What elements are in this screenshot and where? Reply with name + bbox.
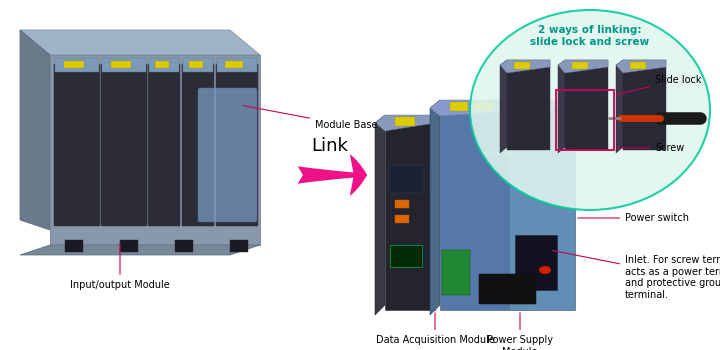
FancyBboxPatch shape <box>395 117 415 126</box>
Bar <box>440 100 575 310</box>
Text: Input/output Module: Input/output Module <box>70 243 170 290</box>
Ellipse shape <box>470 10 710 210</box>
Polygon shape <box>558 60 608 73</box>
FancyBboxPatch shape <box>64 61 84 68</box>
Bar <box>55 58 99 72</box>
Bar <box>395 200 409 208</box>
FancyBboxPatch shape <box>225 61 243 68</box>
FancyBboxPatch shape <box>101 64 147 226</box>
Text: Link: Link <box>312 137 348 155</box>
Bar <box>442 250 470 295</box>
Bar <box>507 60 550 150</box>
Polygon shape <box>50 55 260 245</box>
FancyBboxPatch shape <box>475 102 493 111</box>
FancyBboxPatch shape <box>182 64 214 226</box>
Polygon shape <box>500 60 550 73</box>
Bar <box>623 60 666 150</box>
Text: YOKOGAWA: YOKOGAWA <box>482 153 518 158</box>
Bar <box>175 240 193 252</box>
Polygon shape <box>616 60 623 153</box>
Text: Module Base: Module Base <box>243 105 377 130</box>
FancyBboxPatch shape <box>111 61 130 68</box>
Text: Power Supply
Module: Power Supply Module <box>487 313 553 350</box>
Polygon shape <box>500 60 507 153</box>
FancyBboxPatch shape <box>500 102 518 111</box>
FancyBboxPatch shape <box>479 274 536 304</box>
Bar <box>120 240 138 252</box>
Polygon shape <box>20 30 50 230</box>
Polygon shape <box>430 100 575 116</box>
Polygon shape <box>430 100 440 315</box>
Bar <box>510 120 575 310</box>
FancyBboxPatch shape <box>216 64 258 226</box>
Text: Inlet. For screw terminals,
acts as a power terminal
and protective ground
termi: Inlet. For screw terminals, acts as a po… <box>553 251 720 300</box>
Ellipse shape <box>539 266 551 274</box>
Bar <box>102 58 146 72</box>
Bar <box>183 58 213 72</box>
Polygon shape <box>375 115 385 315</box>
FancyBboxPatch shape <box>198 88 257 222</box>
Bar <box>556 90 614 150</box>
Polygon shape <box>616 60 666 73</box>
FancyBboxPatch shape <box>189 61 202 68</box>
Text: 2 ways of linking:
slide lock and screw: 2 ways of linking: slide lock and screw <box>531 25 649 47</box>
Polygon shape <box>558 60 565 153</box>
Bar <box>149 58 179 72</box>
Bar <box>390 245 422 267</box>
FancyBboxPatch shape <box>572 62 588 69</box>
Bar <box>217 58 257 72</box>
Bar <box>389 165 424 193</box>
FancyBboxPatch shape <box>514 62 530 69</box>
Bar <box>65 240 83 252</box>
Bar <box>385 115 435 310</box>
Polygon shape <box>375 115 435 131</box>
Text: Slide lock: Slide lock <box>617 75 701 94</box>
Bar <box>395 215 409 223</box>
Polygon shape <box>20 245 260 255</box>
FancyBboxPatch shape <box>630 62 646 69</box>
FancyBboxPatch shape <box>450 102 468 111</box>
Bar <box>230 240 248 252</box>
Text: Power switch: Power switch <box>577 213 689 223</box>
Bar <box>565 60 608 150</box>
Text: Screw: Screw <box>617 143 684 153</box>
FancyBboxPatch shape <box>155 61 168 68</box>
FancyBboxPatch shape <box>54 64 100 226</box>
Polygon shape <box>20 30 260 55</box>
FancyBboxPatch shape <box>148 64 180 226</box>
Bar <box>515 235 557 290</box>
Text: Data Acquisition Module: Data Acquisition Module <box>376 313 495 345</box>
